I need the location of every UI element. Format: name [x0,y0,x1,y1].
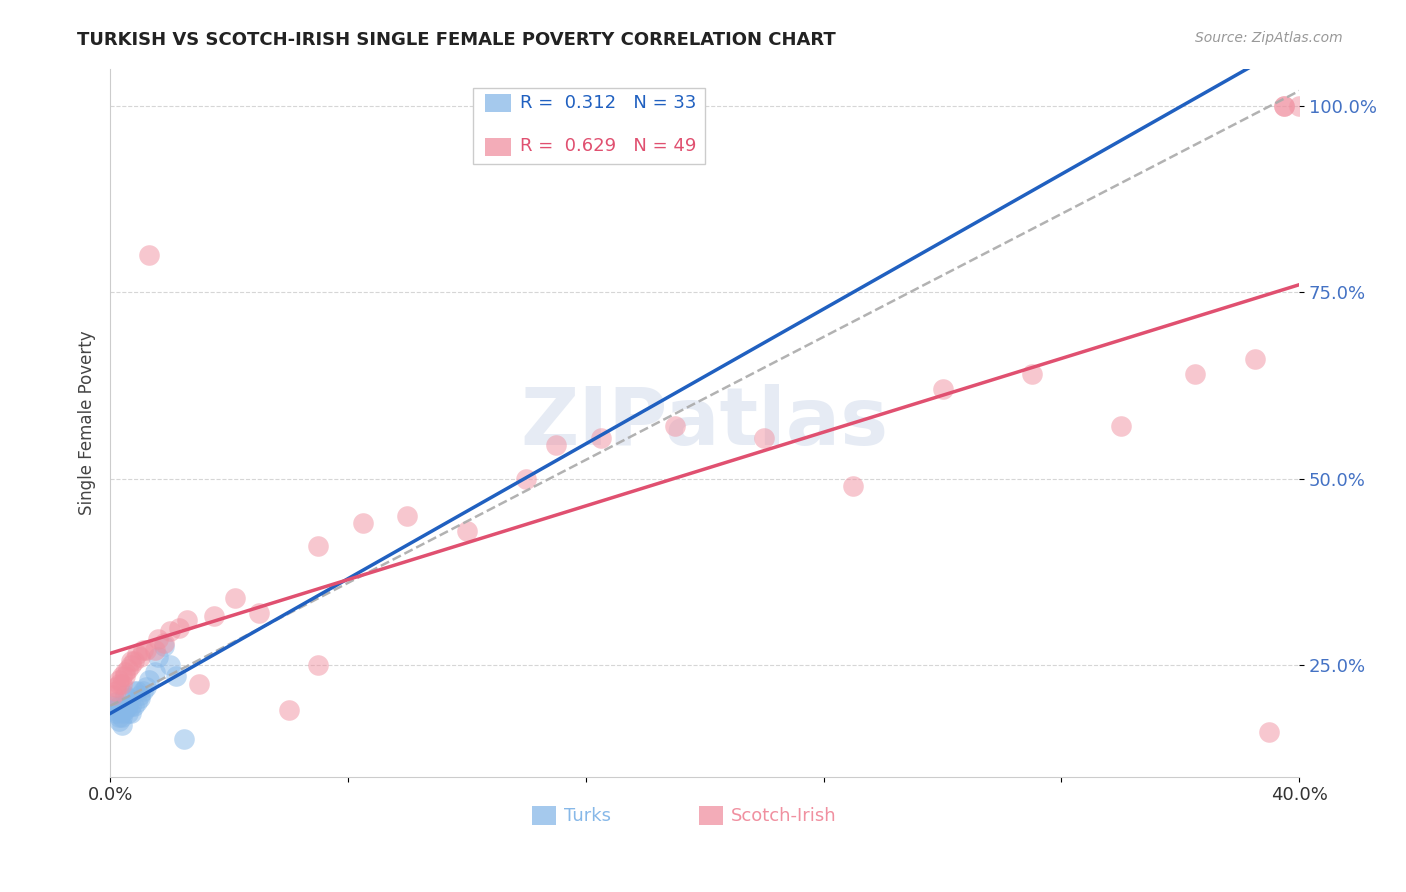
Point [122,698,145,713]
Point [224,591,246,605]
Point [117,706,139,721]
Point [1272,99,1295,113]
Bar [472,87,704,164]
Point [159,624,181,639]
Point [114,665,136,680]
Text: Scotch-Irish: Scotch-Irish [731,806,837,824]
Point [101,703,124,717]
Point [114,703,136,717]
Point [108,676,131,690]
Point [108,710,131,724]
Point [307,539,329,553]
Point [202,609,225,624]
Point [1109,419,1132,434]
Point [128,688,150,702]
Point [117,698,139,713]
Point [152,635,174,649]
Text: R =  0.312   N = 33: R = 0.312 N = 33 [520,94,697,112]
Point [752,430,775,444]
Point [143,643,166,657]
Point [146,650,169,665]
Point [247,606,270,620]
Text: ZIPatlas: ZIPatlas [520,384,889,462]
Point [1243,352,1265,367]
Point [105,684,128,698]
Bar [533,806,555,825]
Point [117,662,139,676]
Point [128,691,150,706]
Point [664,419,686,434]
Point [589,430,612,444]
Point [111,669,134,683]
Point [108,673,131,687]
Point [120,657,142,672]
Point [122,654,145,668]
Point [125,695,148,709]
Point [138,673,160,687]
Text: TURKISH VS SCOTCH-IRISH SINGLE FEMALE POVERTY CORRELATION CHART: TURKISH VS SCOTCH-IRISH SINGLE FEMALE PO… [77,31,837,49]
Bar [485,94,510,112]
Point [146,632,169,646]
Point [1021,367,1043,381]
Point [111,717,134,731]
Bar [699,806,723,825]
Point [842,479,865,493]
Point [105,695,128,709]
Point [128,650,150,665]
Point [277,703,299,717]
Point [105,680,128,694]
Point [515,471,537,485]
Point [132,643,155,657]
Point [108,714,131,728]
Point [173,732,195,747]
Point [352,516,374,531]
Point [396,508,419,523]
Text: R =  0.629   N = 49: R = 0.629 N = 49 [520,137,697,155]
Text: Source: ZipAtlas.com: Source: ZipAtlas.com [1195,31,1343,45]
Point [165,669,187,683]
Point [1272,99,1295,113]
Text: Turks: Turks [564,806,612,824]
Point [111,710,134,724]
Point [114,669,136,683]
Bar [485,138,510,156]
Point [167,621,190,635]
Point [176,613,198,627]
Point [120,706,142,721]
Point [108,698,131,713]
Point [120,698,142,713]
Point [111,676,134,690]
Y-axis label: Single Female Poverty: Single Female Poverty [79,330,96,515]
Point [101,688,124,702]
Point [307,657,329,672]
Point [114,698,136,713]
Point [143,665,166,680]
Point [111,706,134,721]
Point [1288,99,1310,113]
Point [117,691,139,706]
Point [188,676,211,690]
Point [1184,367,1206,381]
Point [544,438,567,452]
Point [456,524,478,538]
Point [152,639,174,653]
Point [125,647,148,661]
Point [135,643,157,657]
Point [122,684,145,698]
Point [159,657,181,672]
Point [1258,725,1281,739]
Point [101,698,124,713]
Point [120,654,142,668]
Point [132,684,155,698]
Point [114,688,136,702]
Point [125,684,148,698]
Point [931,382,953,396]
Point [138,248,160,262]
Point [105,706,128,721]
Point [135,680,157,694]
